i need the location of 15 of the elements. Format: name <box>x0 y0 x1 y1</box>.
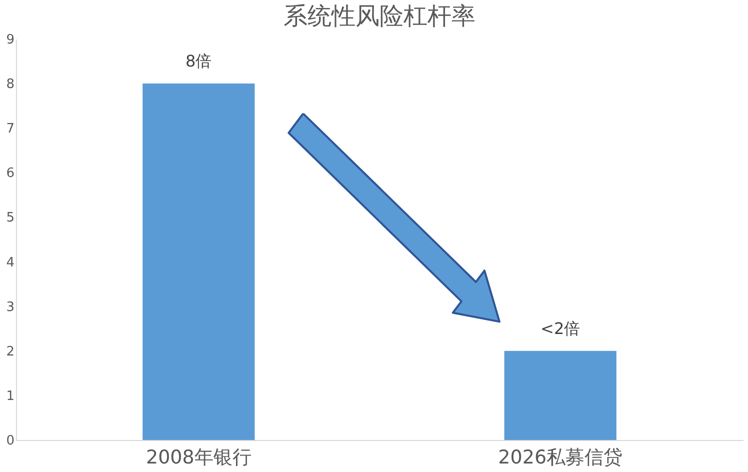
chart-title: 系统性风险杠杆率 <box>284 2 476 30</box>
y-tick-label: 7 <box>6 122 14 137</box>
data-label: <2倍 <box>540 318 580 338</box>
y-tick-label: 9 <box>6 32 14 48</box>
y-tick-label: 6 <box>6 166 14 182</box>
y-tick-label: 8 <box>6 77 14 92</box>
x-tick-label: 2008年银行 <box>146 446 252 468</box>
y-tick-label: 5 <box>6 210 14 226</box>
data-label: 8倍 <box>186 52 212 71</box>
y-tick-label: 0 <box>6 434 14 448</box>
y-tick-label: 2 <box>6 344 14 360</box>
y-tick-label: 3 <box>6 300 14 315</box>
y-tick-label: 4 <box>6 255 14 270</box>
y-tick-label: 1 <box>6 388 14 404</box>
x-tick-label: 2026私募信贷 <box>498 446 623 468</box>
